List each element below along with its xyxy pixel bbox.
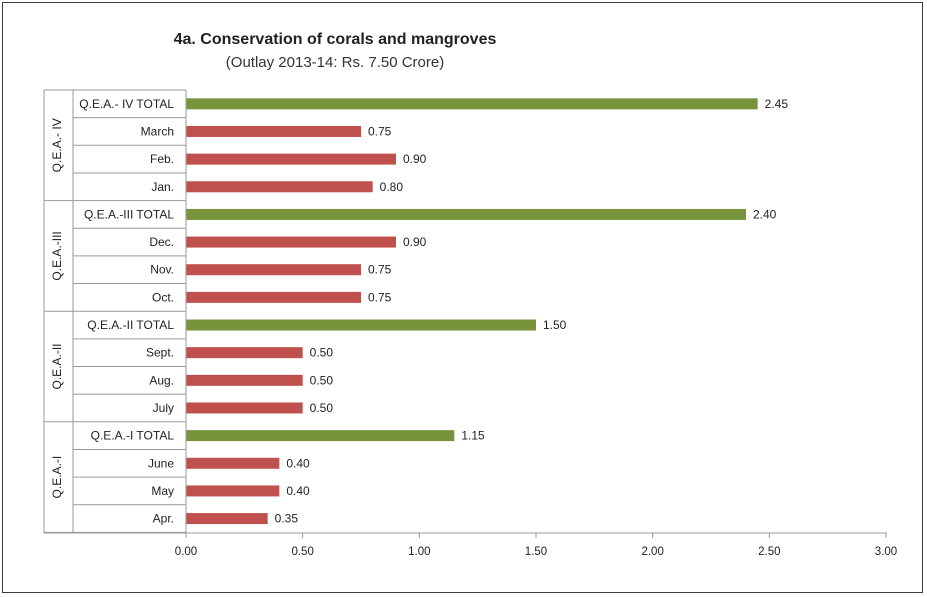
- category-label: Q.E.A.-I TOTAL: [91, 429, 175, 443]
- month-bar: [186, 153, 396, 165]
- data-label: 0.40: [286, 456, 310, 470]
- data-label: 2.40: [753, 207, 777, 221]
- month-bar: [186, 291, 361, 303]
- total-bar: [186, 319, 536, 331]
- data-label: 0.75: [368, 263, 392, 277]
- data-label: 1.15: [461, 429, 485, 443]
- data-label: 1.50: [543, 318, 567, 332]
- group-label: Q.E.A.- IV: [50, 118, 64, 172]
- total-bar: [186, 430, 455, 442]
- month-bar: [186, 457, 280, 469]
- category-label: Oct.: [152, 290, 174, 304]
- category-label: Apr.: [153, 512, 174, 526]
- month-bar: [186, 264, 361, 276]
- data-label: 0.35: [275, 512, 299, 526]
- category-label: Feb.: [150, 152, 174, 166]
- category-label: Q.E.A.-III TOTAL: [84, 207, 174, 221]
- category-label: Nov.: [150, 263, 174, 277]
- data-label: 0.50: [310, 401, 334, 415]
- x-tick-label: 0.00: [175, 546, 197, 558]
- data-label: 0.75: [368, 124, 392, 138]
- x-tick-label: 3.00: [875, 546, 897, 558]
- data-label: 0.50: [310, 373, 334, 387]
- category-label: Dec.: [149, 235, 174, 249]
- chart-subtitle: (Outlay 2013-14: Rs. 7.50 Crore): [226, 54, 444, 71]
- x-tick-label: 2.00: [641, 546, 663, 558]
- group-label: Q.E.A.-I: [50, 456, 64, 499]
- category-label: Jan.: [151, 180, 174, 194]
- category-label: Sept.: [146, 346, 174, 360]
- total-bar: [186, 98, 758, 110]
- category-label: Q.E.A.-II TOTAL: [87, 318, 174, 332]
- group-label: Q.E.A.-II: [50, 343, 64, 389]
- x-tick-label: 2.50: [758, 546, 780, 558]
- month-bar: [186, 125, 361, 137]
- month-bar: [186, 513, 268, 525]
- x-tick-label: 0.50: [291, 546, 313, 558]
- month-bar: [186, 347, 303, 359]
- month-bar: [186, 402, 303, 414]
- data-label: 0.40: [286, 484, 310, 498]
- x-tick-label: 1.00: [408, 546, 430, 558]
- month-bar: [186, 374, 303, 386]
- group-label: Q.E.A.-III: [50, 231, 64, 280]
- chart-title: 4a. Conservation of corals and mangroves: [174, 31, 497, 48]
- category-label: June: [148, 456, 174, 470]
- total-bar: [186, 208, 746, 220]
- plot-area: Q.E.A.- IV Q.E.A.- IV TOTAL 2.45 March 0.75 F…: [43, 89, 897, 558]
- category-label: Q.E.A.- IV TOTAL: [79, 97, 174, 111]
- category-label: March: [141, 124, 174, 138]
- data-label: 0.50: [310, 346, 334, 360]
- data-label: 0.90: [403, 152, 427, 166]
- month-bar: [186, 236, 396, 248]
- category-label: July: [153, 401, 174, 415]
- category-label: May: [151, 484, 174, 498]
- data-label: 0.75: [368, 290, 392, 304]
- data-label: 0.90: [403, 235, 427, 249]
- x-tick-label: 1.50: [525, 546, 547, 558]
- data-label: 0.80: [380, 180, 404, 194]
- category-label: Aug.: [149, 373, 174, 387]
- data-label: 2.45: [765, 97, 789, 111]
- month-bar: [186, 485, 280, 497]
- month-bar: [186, 181, 373, 193]
